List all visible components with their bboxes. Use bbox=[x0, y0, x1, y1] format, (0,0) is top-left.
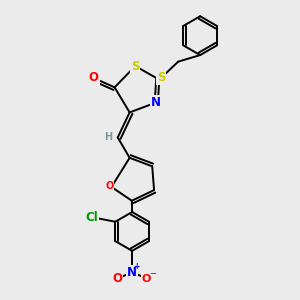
Text: Cl: Cl bbox=[86, 211, 98, 224]
Text: O: O bbox=[88, 71, 99, 85]
Text: −: − bbox=[149, 268, 156, 278]
Text: S: S bbox=[157, 71, 165, 85]
Text: S: S bbox=[131, 60, 140, 73]
Text: N: N bbox=[127, 266, 137, 279]
Text: H: H bbox=[104, 131, 112, 142]
Text: O: O bbox=[106, 181, 114, 191]
Text: O: O bbox=[112, 272, 122, 285]
Text: N: N bbox=[151, 96, 161, 109]
Text: +: + bbox=[134, 262, 140, 271]
Text: O: O bbox=[142, 274, 151, 284]
